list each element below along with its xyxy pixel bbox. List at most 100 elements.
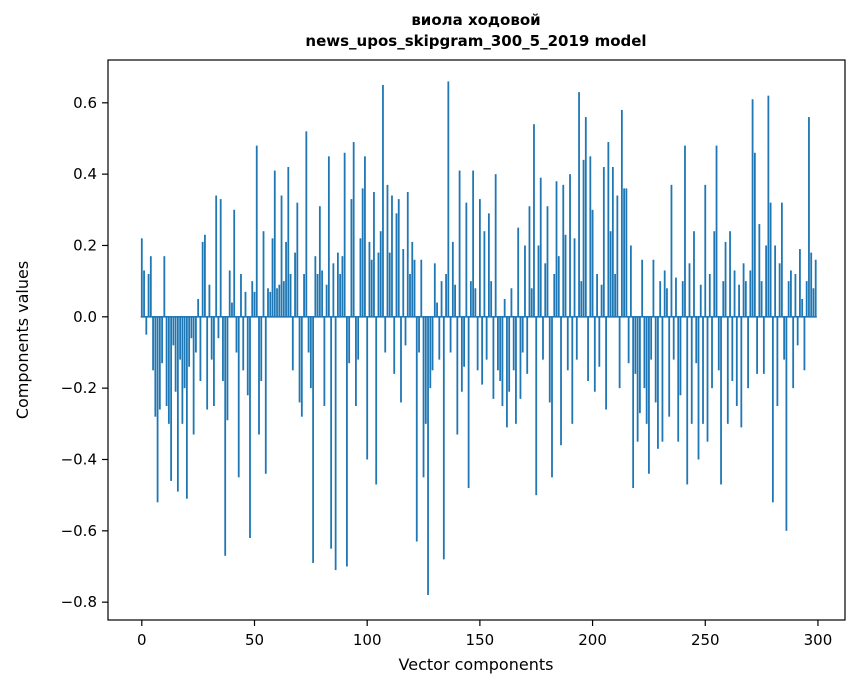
bar — [195, 316, 197, 353]
bar — [569, 174, 571, 317]
bar — [774, 245, 777, 317]
bar — [465, 202, 468, 317]
bar — [352, 142, 355, 317]
bar — [253, 291, 256, 317]
bar — [400, 316, 402, 403]
bar — [555, 181, 558, 317]
bar — [217, 316, 220, 339]
bar — [161, 316, 163, 364]
bar — [582, 159, 585, 317]
bar — [749, 270, 752, 317]
bar — [246, 316, 249, 396]
bar — [282, 281, 285, 317]
bar — [609, 231, 612, 317]
bar — [309, 316, 312, 389]
bar — [235, 316, 238, 353]
plot-area: 0 50 100 150 200 250 300 0.6 0.4 0.2 0.0 −0.2 −0.4 −0… — [61, 59, 846, 649]
bar — [289, 274, 292, 317]
x-tick-label: 0 — [137, 631, 147, 649]
bar — [726, 316, 729, 424]
bar — [643, 316, 646, 389]
bar — [810, 252, 813, 317]
bar — [318, 206, 321, 317]
bar — [440, 281, 443, 317]
bar — [735, 316, 738, 406]
bar — [438, 316, 441, 360]
bar — [226, 316, 229, 421]
bar — [447, 81, 450, 317]
bar — [526, 316, 529, 374]
bar — [154, 316, 157, 417]
bar — [343, 152, 346, 317]
bar — [688, 263, 691, 317]
bar — [388, 252, 391, 317]
bar — [760, 281, 763, 317]
bar — [530, 288, 533, 317]
bar — [542, 316, 544, 360]
bar — [729, 231, 731, 317]
bar — [237, 316, 240, 478]
bar — [291, 316, 294, 371]
bar — [287, 167, 290, 317]
bar — [654, 316, 657, 403]
bar — [641, 259, 644, 317]
bar — [650, 316, 653, 360]
bar — [767, 95, 770, 317]
bar — [312, 316, 314, 563]
bar — [546, 206, 549, 317]
bar — [668, 316, 671, 417]
y-tick-label: 0.2 — [73, 236, 97, 254]
bar — [544, 263, 547, 317]
bar — [213, 316, 215, 406]
bar — [258, 316, 260, 435]
bar — [478, 199, 481, 317]
bar — [327, 156, 330, 317]
y-tick-label: −0.4 — [61, 450, 97, 468]
bar — [158, 316, 161, 410]
bar — [359, 238, 362, 317]
bar — [593, 316, 596, 392]
bar — [747, 316, 749, 389]
bar — [636, 316, 639, 442]
bar — [528, 206, 531, 317]
bar — [740, 316, 743, 428]
bar — [210, 316, 213, 360]
bar — [762, 316, 765, 374]
bar — [524, 245, 526, 317]
bar — [469, 281, 472, 317]
bar — [460, 316, 463, 392]
bar — [639, 316, 641, 414]
bar — [364, 156, 366, 317]
bar — [393, 316, 396, 374]
bar — [472, 170, 475, 317]
zero-baseline — [140, 316, 817, 318]
bar — [451, 241, 454, 317]
bar — [801, 298, 804, 317]
bar — [575, 316, 578, 360]
bar — [620, 109, 623, 317]
bar — [494, 174, 497, 317]
bar — [445, 274, 447, 317]
bar — [632, 316, 635, 489]
bar — [690, 316, 693, 424]
bar — [140, 238, 143, 317]
bar — [325, 284, 328, 317]
bar — [533, 124, 535, 317]
bar — [508, 316, 511, 392]
bar — [181, 316, 184, 424]
bar — [776, 316, 779, 406]
bar — [758, 224, 761, 317]
bar — [722, 281, 725, 317]
bar — [251, 281, 254, 317]
bar — [170, 316, 173, 481]
bar — [174, 316, 177, 392]
bar — [431, 316, 434, 371]
bar — [273, 170, 276, 317]
bar — [706, 316, 709, 442]
bar — [553, 274, 556, 317]
bar — [711, 316, 713, 389]
bar — [474, 288, 477, 317]
bar — [375, 316, 378, 485]
bar — [240, 274, 242, 317]
